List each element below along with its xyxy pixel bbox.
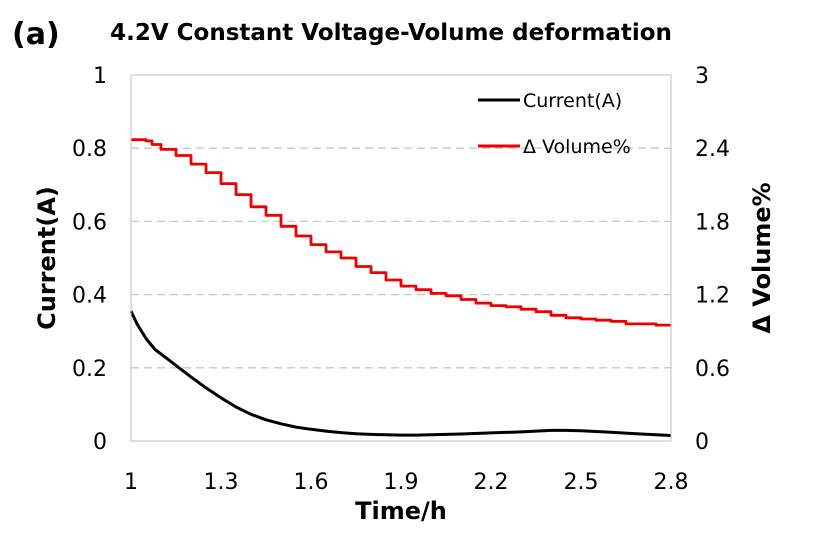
x-axis-label: Time/h — [355, 497, 447, 525]
x-tick-label: 1.6 — [294, 470, 329, 495]
x-tick-label: 1.9 — [384, 470, 419, 495]
y-left-tick-label: 1 — [93, 64, 107, 89]
y-left-axis-label: Current(A) — [33, 186, 61, 330]
y-right-tick-label: 0.6 — [695, 357, 730, 382]
series-layer — [129, 138, 672, 437]
panel-label: (a) — [12, 17, 60, 52]
y-right-tick-label: 0 — [695, 430, 709, 455]
y-left-tick-label: 0 — [93, 430, 107, 455]
legend-label-current: Current(A) — [523, 90, 622, 112]
y-left-tick-labels: 0 0.2 0.4 0.6 0.8 1 — [72, 64, 107, 455]
plot-frame — [130, 74, 672, 442]
gridlines — [131, 147, 671, 369]
y-left-tick-label: 0.6 — [72, 210, 107, 235]
y-left-tick-label: 0.8 — [72, 137, 107, 162]
x-tick-label: 2.5 — [564, 470, 599, 495]
x-tick-label: 1 — [124, 470, 138, 495]
y-left-tick-label: 0.2 — [72, 357, 107, 382]
y-right-tick-label: 3 — [695, 64, 709, 89]
legend: Current(A) Δ Volume% — [478, 90, 631, 158]
x-tick-labels: 1 1.3 1.6 1.9 2.2 2.5 2.8 — [124, 470, 689, 495]
x-tick-label: 1.3 — [204, 470, 239, 495]
y-right-tick-labels: 0 0.6 1.2 1.8 2.4 3 — [695, 64, 730, 455]
x-tick-label: 2.2 — [474, 470, 509, 495]
y-right-tick-label: 1.8 — [695, 210, 730, 235]
x-tick-label: 2.8 — [654, 470, 689, 495]
legend-label-volume: Δ Volume% — [523, 136, 631, 158]
y-left-tick-label: 0.4 — [72, 284, 107, 309]
y-right-tick-label: 1.2 — [695, 284, 730, 309]
y-right-axis-label: Δ Volume% — [748, 182, 776, 333]
y-right-tick-label: 2.4 — [695, 137, 730, 162]
chart-title: 4.2V Constant Voltage-Volume deformation — [110, 20, 672, 46]
volume-series-line — [131, 138, 671, 327]
current-series-line — [129, 310, 672, 437]
